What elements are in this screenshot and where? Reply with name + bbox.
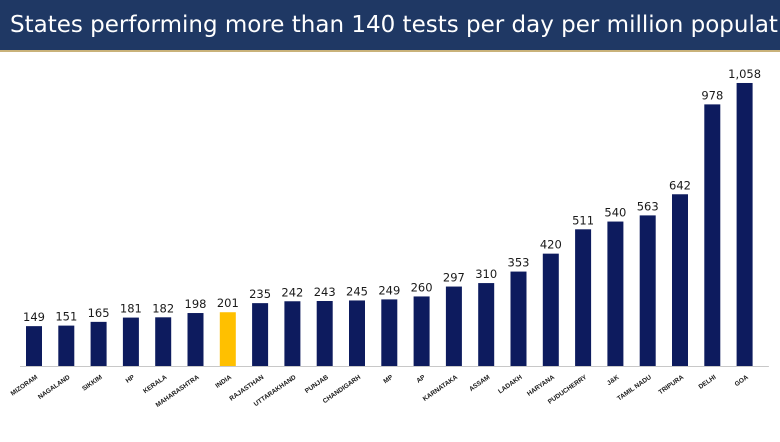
category-label-tripura: TRIPURA (657, 374, 685, 396)
bar-chart: 149 151 165 181 182 198 201 235 242 243 245 249 260 2… (10, 67, 769, 410)
bar-tripura (672, 194, 688, 366)
bar-chandigarh (349, 300, 365, 366)
category-label-mizoram: MIZORAM (10, 374, 39, 398)
page-title: States performing more than 140 tests pe… (10, 12, 780, 38)
value-label-sikkim: 165 (88, 306, 110, 320)
bar-kerala (155, 317, 172, 366)
category-label-assam: ASSAM (468, 374, 491, 393)
value-label-uttarakhand: 242 (281, 285, 303, 299)
bar-ladakh (510, 271, 527, 366)
value-label-kerala: 182 (152, 301, 174, 315)
bar-tamil-nadu (639, 215, 656, 366)
bar-nagaland (58, 325, 75, 366)
category-label-mp: MP (382, 374, 395, 386)
bar-delhi (704, 104, 721, 366)
value-label-punjab: 243 (314, 285, 336, 299)
bar-assam (478, 283, 495, 366)
category-label-hp: HP (125, 374, 137, 385)
category-label-j-k: J&K (606, 374, 621, 387)
value-labels-group: 149 151 165 181 182 198 201 235 242 243 245 249 260 2… (23, 67, 761, 324)
value-label-mp: 249 (378, 283, 400, 297)
value-label-india: 201 (217, 296, 239, 310)
value-label-puducherry: 511 (572, 213, 594, 227)
bar-goa (736, 82, 753, 367)
category-label-delhi: DELHI (697, 374, 717, 391)
category-label-ap: AP (415, 374, 427, 385)
value-label-chandigarh: 245 (346, 284, 368, 298)
value-label-j-k: 540 (604, 206, 626, 220)
bar-punjab (316, 300, 333, 366)
value-label-maharashtra: 198 (185, 297, 207, 311)
slide-header: States performing more than 140 tests pe… (0, 0, 780, 52)
value-label-tripura: 642 (669, 178, 691, 192)
value-label-goa: 1,058 (728, 67, 761, 81)
value-label-tamil-nadu: 563 (637, 199, 659, 213)
value-label-hp: 181 (120, 302, 142, 316)
bar-haryana (542, 253, 559, 366)
value-label-mizoram: 149 (23, 310, 45, 324)
value-label-rajasthan: 235 (249, 287, 271, 301)
value-label-nagaland: 151 (55, 310, 77, 324)
header-divider (0, 50, 780, 52)
category-label-tamil-nadu: TAMIL NADU (616, 374, 653, 403)
bar-hp (122, 317, 139, 366)
value-label-assam: 310 (475, 267, 497, 281)
bar-mp (381, 299, 398, 366)
category-label-kerala: KERALA (142, 374, 168, 395)
category-label-sikkim: SIKKIM (81, 374, 104, 393)
bar-ap (413, 296, 430, 366)
category-label-goa: GOA (734, 374, 750, 388)
bar-puducherry (575, 229, 592, 366)
bar-karnataka (445, 286, 462, 366)
category-label-punjab: PUNJAB (304, 374, 330, 395)
value-label-ap: 260 (411, 280, 433, 294)
category-label-haryana: HARYANA (526, 374, 556, 398)
bar-india (219, 312, 236, 366)
bar-uttarakhand (284, 301, 301, 366)
bar-rajasthan (252, 303, 269, 366)
value-label-ladakh: 353 (508, 256, 530, 270)
category-label-india: INDIA (214, 374, 233, 390)
bar-maharashtra (187, 313, 204, 366)
bar-sikkim (90, 321, 107, 366)
bar-j-k (607, 221, 624, 366)
bars-group (26, 82, 753, 367)
category-label-nagaland: NAGALAND (37, 374, 72, 401)
category-label-karnataka: KARNATAKA (422, 374, 459, 403)
bar-mizoram (26, 326, 42, 366)
category-label-ladakh: LADAKH (497, 374, 524, 396)
value-label-delhi: 978 (701, 88, 723, 102)
value-label-haryana: 420 (540, 238, 562, 252)
value-label-karnataka: 297 (443, 271, 465, 285)
